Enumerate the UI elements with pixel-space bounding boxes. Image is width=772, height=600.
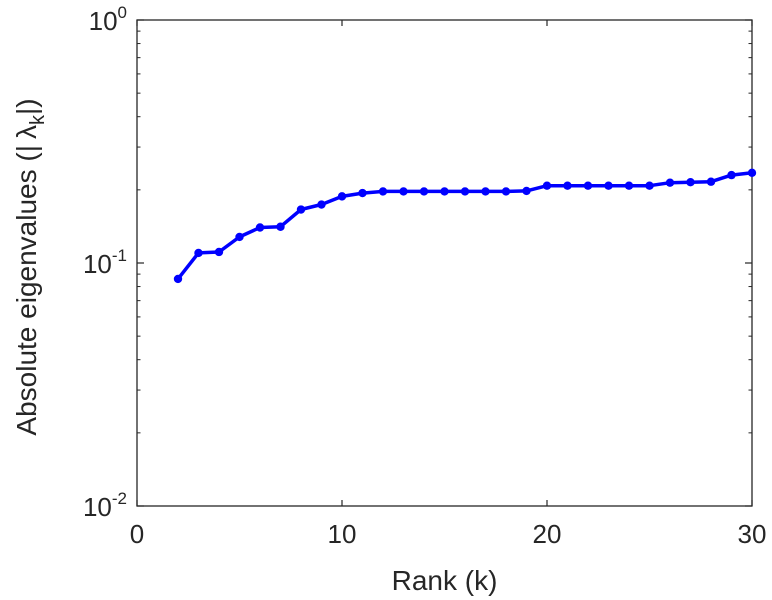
data-point (173, 274, 183, 284)
data-point (296, 205, 306, 214)
y-tick-label-exponent: 0 (118, 3, 127, 22)
plot-frame (136, 19, 753, 507)
y-tick-label: 10-1 (83, 246, 127, 279)
data-point (214, 247, 224, 257)
data-point (399, 187, 408, 196)
data-point (255, 223, 265, 232)
series-group (173, 168, 757, 284)
x-tick-label: 30 (738, 519, 767, 549)
data-point (583, 181, 593, 190)
data-point (276, 222, 285, 231)
data-point (624, 181, 634, 190)
x-tick-label: 20 (533, 519, 562, 549)
y-axis-title-prefix: Absolute eigenvalues (| (11, 145, 42, 436)
data-point (460, 187, 470, 196)
x-tick-label: 10 (328, 519, 357, 549)
data-point (727, 170, 736, 180)
data-point (419, 187, 429, 196)
data-point (440, 187, 449, 196)
data-point (665, 178, 675, 187)
y-tick-label-exponent: -2 (112, 489, 127, 508)
y-axis-title-subscript: k (27, 114, 49, 125)
data-point (542, 181, 552, 190)
data-point (604, 181, 613, 190)
data-point (645, 181, 654, 190)
x-tick-label: 0 (130, 519, 144, 549)
data-point (235, 232, 244, 242)
data-point (378, 187, 388, 196)
y-axis-title: Absolute eigenvalues (| λk|) (11, 98, 49, 435)
data-point (194, 248, 203, 258)
data-point (337, 192, 347, 201)
data-point (501, 187, 511, 196)
x-axis-ticks: 0 10 20 30 (130, 20, 767, 549)
x-axis-title: Rank (k) (392, 565, 498, 596)
y-tick-label-base: 10 (89, 6, 118, 36)
y-tick-label-base: 10 (83, 492, 112, 522)
y-tick-label: 100 (89, 3, 127, 36)
plot-area (137, 20, 752, 506)
data-point (481, 187, 490, 196)
data-point (563, 181, 572, 190)
data-point (747, 168, 757, 178)
data-point (358, 188, 367, 198)
y-tick-label-exponent: -1 (112, 246, 127, 265)
data-point (522, 186, 531, 196)
y-tick-label: 10-2 (83, 489, 127, 522)
y-axis-title-suffix: |) (11, 98, 42, 115)
data-point (686, 178, 695, 187)
y-axis-title-symbol: λ (11, 125, 42, 139)
data-point (317, 200, 326, 209)
y-tick-label-base: 10 (83, 249, 112, 279)
data-point (706, 177, 716, 186)
